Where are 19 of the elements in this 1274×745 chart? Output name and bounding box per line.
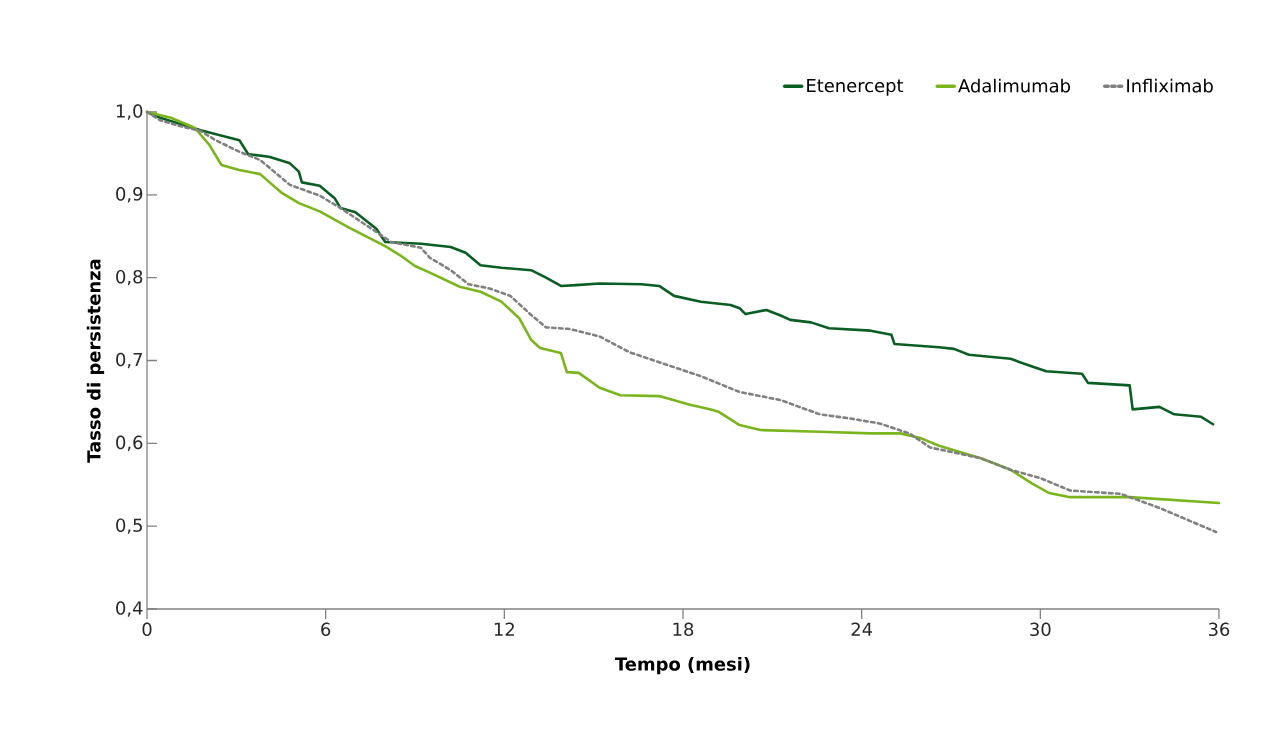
legend-label: Infliximab: [1127, 78, 1213, 93]
x-tick-label: 6: [321, 622, 331, 637]
legend-label: Adalimumab: [958, 78, 1071, 93]
x-axis-title: Tempo (mesi): [615, 656, 750, 675]
y-tick-label: 0,6: [116, 435, 143, 452]
y-tick-label: 0,7: [116, 352, 142, 369]
y-axis-title: Tasso di persistenza: [86, 259, 105, 463]
x-tick-label: 0: [142, 622, 152, 637]
x-tick-label: 18: [673, 622, 694, 637]
x-tick-label: 24: [851, 622, 873, 636]
y-tick-label: 0,4: [116, 601, 143, 617]
x-tick-label: 36: [1208, 622, 1230, 637]
y-tick-label: 1,0: [116, 104, 143, 120]
y-tick-label: 0,9: [116, 187, 143, 203]
y-tick-label: 0,5: [116, 518, 142, 534]
legend-label: Etenercept: [807, 78, 904, 96]
x-tick-label: 12: [494, 622, 514, 636]
y-tick-label: 0,8: [116, 269, 143, 286]
x-tick-label: 30: [1030, 622, 1051, 637]
